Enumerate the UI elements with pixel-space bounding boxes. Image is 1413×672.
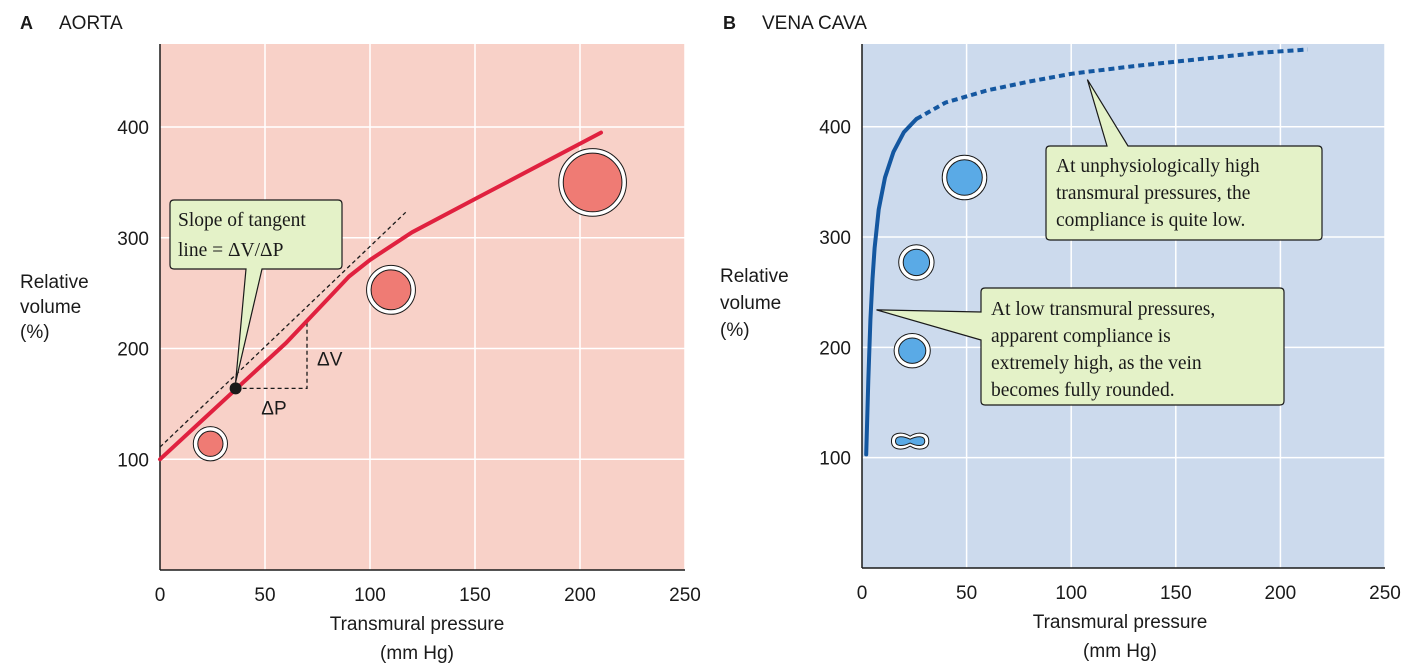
callout-low-line4: becomes fully rounded. [991, 380, 1175, 401]
panel-aorta: A AORTA 0 50 100 150 200 250 100 200 300 400 Tra… [20, 13, 701, 664]
x-tick-250: 250 [1369, 583, 1401, 604]
delta-p-label: ΔP [261, 398, 286, 419]
x-tick-200: 200 [1265, 583, 1297, 604]
callout-low-line2: apparent compliance is [991, 326, 1171, 347]
x-tick-50: 50 [254, 585, 275, 606]
x-tick-0: 0 [857, 583, 868, 604]
callout-box-high-pressure [1045, 79, 1323, 241]
panel-b-title: VENA CAVA [762, 13, 867, 34]
x-tick-150: 150 [459, 585, 491, 606]
y-tick-100: 100 [117, 450, 149, 471]
plot-area-aorta [160, 44, 685, 570]
delta-v-label: ΔV [317, 350, 343, 371]
x-axis-label-aorta: Transmural pressure [330, 614, 505, 635]
y-axis-label-vena-cava-line1: Relative [720, 266, 789, 287]
x-axis-unit-aorta: (mm Hg) [380, 643, 454, 664]
aorta-volume-curve [158, 130, 603, 462]
callout-high-line2: transmural pressures, the [1056, 183, 1250, 204]
callout-low-pressure: At low transmural pressures, apparent co… [876, 287, 1285, 406]
aorta-vessel-3 [562, 152, 623, 213]
callout-low-line1: At low transmural pressures, [991, 299, 1215, 320]
aorta-vessel-1 [197, 430, 224, 457]
vena-cava-vessel-3 [898, 337, 927, 364]
tangent-point [229, 382, 242, 395]
tangent-line [159, 211, 407, 448]
panel-b-letter: B [723, 13, 736, 33]
axes-aorta [159, 44, 685, 571]
callout-slope-tangent: Slope of tangent line = ΔV/ΔP [169, 199, 343, 383]
x-tick-200: 200 [564, 585, 596, 606]
y-tick-400: 400 [117, 118, 149, 139]
panel-a-title: AORTA [59, 13, 123, 34]
x-tick-100: 100 [354, 585, 386, 606]
callout-slope-line2: line = ΔV/ΔP [178, 240, 284, 261]
x-tick-labels-vena-cava: 0 50 100 150 200 250 [857, 583, 1401, 604]
x-tick-50: 50 [956, 583, 977, 604]
vena-cava-vessel-2 [902, 248, 931, 277]
y-axis-label-vena-cava-line2: volume [720, 293, 781, 314]
y-axis-label-aorta-line1: Relative [20, 272, 89, 293]
x-tick-250: 250 [669, 585, 701, 606]
y-axis-label-aorta-line3: (%) [20, 322, 50, 343]
y-tick-400: 400 [819, 118, 851, 139]
y-tick-100: 100 [819, 449, 851, 470]
callout-high-pressure: At unphysiologically high transmural pre… [1045, 79, 1323, 241]
x-tick-0: 0 [155, 585, 166, 606]
y-tick-300: 300 [117, 229, 149, 250]
x-tick-100: 100 [1055, 583, 1087, 604]
x-tick-labels-aorta: 0 50 100 150 200 250 [155, 585, 701, 606]
y-axis-label-vena-cava-line3: (%) [720, 320, 750, 341]
y-tick-labels-vena-cava: 100 200 300 400 [819, 118, 851, 470]
callout-box-slope [169, 199, 343, 383]
callout-box-low-pressure [876, 287, 1285, 406]
callout-high-line3: compliance is quite low. [1056, 210, 1245, 231]
grid-aorta [160, 44, 686, 570]
vena-cava-curve-dashed [915, 47, 1308, 121]
y-tick-200: 200 [819, 338, 851, 359]
x-tick-150: 150 [1160, 583, 1192, 604]
panel-vena-cava: B VENA CAVA 0 50 100 150 200 250 100 200 300 400… [720, 13, 1401, 662]
y-tick-labels-aorta: 100 200 300 400 [117, 118, 149, 471]
y-axis-label-aorta-line2: volume [20, 297, 81, 318]
vessel-cross-sections-vena-cava [890, 154, 988, 450]
vessel-cross-sections-aorta [192, 148, 627, 462]
aorta-vessel-2 [370, 269, 412, 311]
panel-a-letter: A [20, 13, 33, 33]
delta-triangle [235, 320, 308, 390]
x-axis-unit-vena-cava: (mm Hg) [1083, 641, 1157, 662]
y-tick-200: 200 [117, 340, 149, 361]
axes-vena-cava [861, 44, 1385, 569]
vena-cava-vessel-4 [894, 436, 926, 447]
callout-high-line1: At unphysiologically high [1056, 156, 1260, 177]
y-tick-300: 300 [819, 228, 851, 249]
vena-cava-curve-solid [864, 117, 919, 457]
callout-slope-line1: Slope of tangent [178, 210, 306, 231]
x-axis-label-vena-cava: Transmural pressure [1033, 612, 1208, 633]
callout-low-line3: extremely high, as the vein [991, 353, 1202, 374]
vena-cava-vessel-1 [946, 159, 983, 196]
